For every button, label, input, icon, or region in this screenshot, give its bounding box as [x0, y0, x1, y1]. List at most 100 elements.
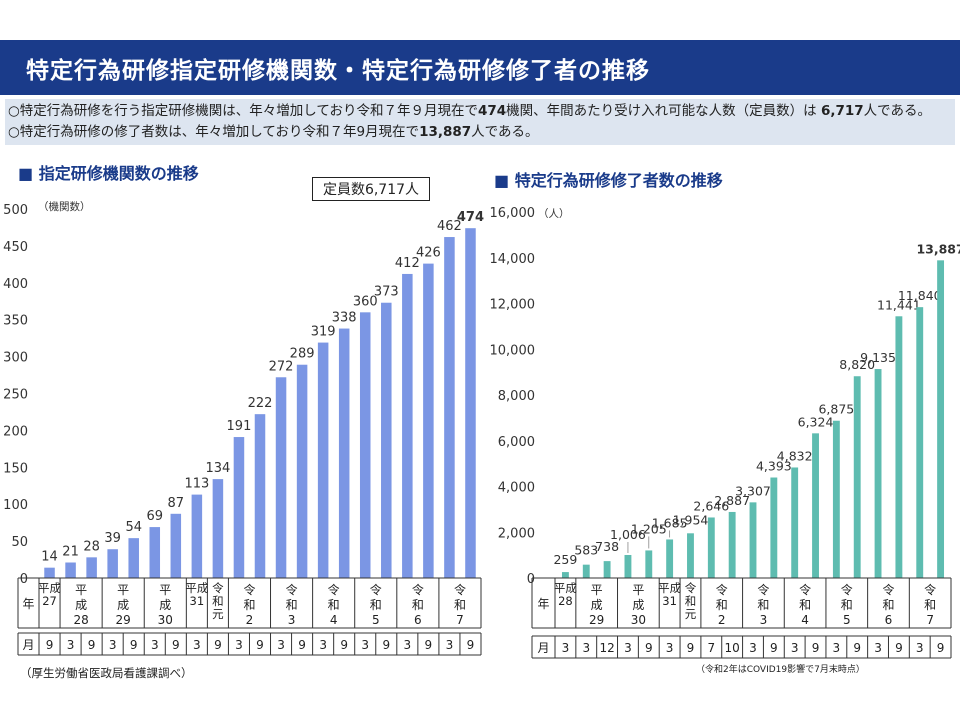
year-group-label: 和: [328, 598, 340, 612]
month-cell-label: 9: [256, 638, 264, 652]
bar-data-label: 2,646: [693, 498, 729, 513]
month-cell-label: 9: [425, 638, 433, 652]
year-group-label: 5: [843, 613, 851, 627]
month-cell-label: 3: [562, 641, 570, 655]
summary-text: ○特定行為研修を行う指定研修機関は、年々増加しており令和７年９月現在で: [8, 103, 478, 119]
year-group-label: 30: [631, 613, 646, 627]
bar-data-label: 191: [227, 419, 252, 434]
month-cell-label: 3: [916, 641, 924, 655]
y-tick-label: 250: [3, 388, 28, 403]
year-group-label: 2: [246, 613, 254, 627]
year-group-label: 29: [589, 613, 604, 627]
month-cell-label: 9: [895, 641, 903, 655]
y-axis-label: （人）: [538, 208, 570, 220]
month-cell-label: 9: [46, 638, 54, 652]
year-group-label: 令: [716, 582, 728, 597]
chart-bar: [444, 237, 455, 578]
month-cell-label: 10: [725, 641, 740, 655]
bar-data-label: 3,307: [735, 483, 771, 498]
year-group-label: 元: [212, 607, 224, 621]
summary-text: 人である。: [471, 124, 539, 140]
year-group-label: 平成: [658, 581, 681, 595]
bar-data-label: 134: [205, 461, 230, 476]
month-cell-label: 9: [853, 641, 861, 655]
year-group-label: 成: [591, 598, 603, 612]
chart-bar: [149, 527, 161, 578]
month-cell-label: 3: [193, 638, 201, 652]
month-cell-label: 3: [791, 641, 799, 655]
month-cell-label: 9: [645, 641, 653, 655]
chart-bar: [874, 369, 882, 578]
chart-bar: [359, 312, 371, 578]
bar-data-label: 9,135: [860, 350, 896, 365]
bar-data-label: 272: [269, 359, 294, 374]
y-axis-label: （機関数）: [38, 200, 91, 213]
year-group-label: 平: [591, 583, 603, 597]
bar-data-label: 6,875: [818, 402, 854, 417]
month-cell-label: 3: [235, 638, 243, 652]
month-cell-label: 9: [687, 641, 695, 655]
bar-data-label: 319: [311, 325, 336, 340]
y-tick-label: 6,000: [498, 435, 535, 450]
y-tick-label: 12,000: [490, 298, 536, 313]
summary-line-1: ○特定行為研修を行う指定研修機関は、年々増加しており令和７年９月現在で474機関…: [8, 101, 955, 122]
covid-note: （令和2年はCOVID19影響で7月末時点）: [696, 665, 865, 675]
chart-bar: [582, 564, 590, 578]
chart-bar: [895, 316, 903, 578]
year-group-label: 令: [841, 582, 853, 597]
month-cell-label: 3: [582, 641, 590, 655]
year-group-label: 和: [454, 598, 466, 612]
month-cell-label: 9: [130, 638, 138, 652]
chart-bar: [423, 263, 434, 578]
y-tick-label: 450: [3, 240, 28, 255]
year-group-label: 令: [685, 581, 697, 595]
month-cell-label: 3: [833, 641, 841, 655]
year-group-label: 平: [159, 583, 171, 597]
summary-bold-value: 474: [477, 103, 507, 119]
bar-data-label: 28: [83, 539, 100, 554]
bar-data-label: 14: [41, 550, 58, 565]
y-tick-label: 14,000: [490, 252, 536, 267]
chart-bar: [812, 433, 819, 578]
year-group-label: 令: [924, 582, 936, 597]
year-group-label: 4: [330, 613, 338, 627]
year-group-label: 平: [117, 583, 129, 597]
year-group-label: 29: [116, 613, 131, 627]
year-group-label: 平成: [554, 581, 577, 595]
bar-data-label: 11,840: [898, 288, 942, 303]
month-cell-label: 9: [340, 638, 348, 652]
year-group-label: 平成: [38, 581, 61, 595]
year-group-label: 3: [760, 613, 768, 627]
year-group-label: 平: [75, 583, 87, 597]
chart-bar: [749, 502, 757, 578]
chart-bar: [645, 550, 653, 578]
y-tick-label: 8,000: [498, 389, 535, 404]
bar-data-label: 289: [290, 347, 315, 362]
month-cell-label: 9: [214, 638, 222, 652]
bar-data-label: 1,205: [631, 521, 667, 536]
summary-line-2: ○特定行為研修の修了者数は、年々増加しており令和７年9月現在で13,887人であ…: [8, 122, 955, 143]
chart-bar: [65, 562, 76, 578]
bar-data-label: 87: [168, 496, 185, 511]
month-row-header: 月: [537, 641, 549, 655]
chart-bar: [381, 302, 392, 578]
bar-data-label: 462: [437, 219, 462, 234]
year-group-label: 和: [841, 598, 853, 612]
month-cell-label: 3: [361, 638, 369, 652]
chart-bar: [666, 539, 674, 578]
y-tick-label: 300: [3, 351, 28, 366]
bar-data-label: 21: [62, 545, 79, 560]
month-cell-label: 3: [67, 638, 75, 652]
chart-bar: [402, 273, 413, 578]
bar-data-label: 2,887: [714, 493, 750, 508]
month-cell-label: 3: [277, 638, 285, 652]
year-group-label: 4: [801, 613, 809, 627]
bar-data-label: 39: [104, 531, 121, 546]
month-cell-label: 3: [404, 638, 412, 652]
bar-data-label: 1,685: [652, 515, 688, 530]
year-group-label: 令: [757, 582, 769, 597]
y-tick-label: 16,000: [490, 206, 536, 221]
y-tick-label: 10,000: [490, 343, 536, 358]
summary-text: 人である。: [863, 103, 932, 119]
